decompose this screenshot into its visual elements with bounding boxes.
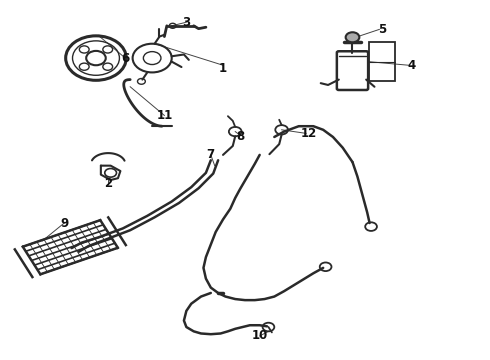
Text: 1: 1 xyxy=(219,62,227,75)
Text: 11: 11 xyxy=(156,109,172,122)
Text: 4: 4 xyxy=(407,59,415,72)
Text: 7: 7 xyxy=(207,148,215,161)
Text: 8: 8 xyxy=(236,130,244,144)
Text: 9: 9 xyxy=(60,216,68,230)
Text: 5: 5 xyxy=(378,23,386,36)
Text: 3: 3 xyxy=(182,16,191,29)
Text: 10: 10 xyxy=(251,329,268,342)
Text: 12: 12 xyxy=(300,127,317,140)
Text: 2: 2 xyxy=(104,177,112,190)
Text: 6: 6 xyxy=(121,51,129,64)
Circle shape xyxy=(345,32,359,42)
